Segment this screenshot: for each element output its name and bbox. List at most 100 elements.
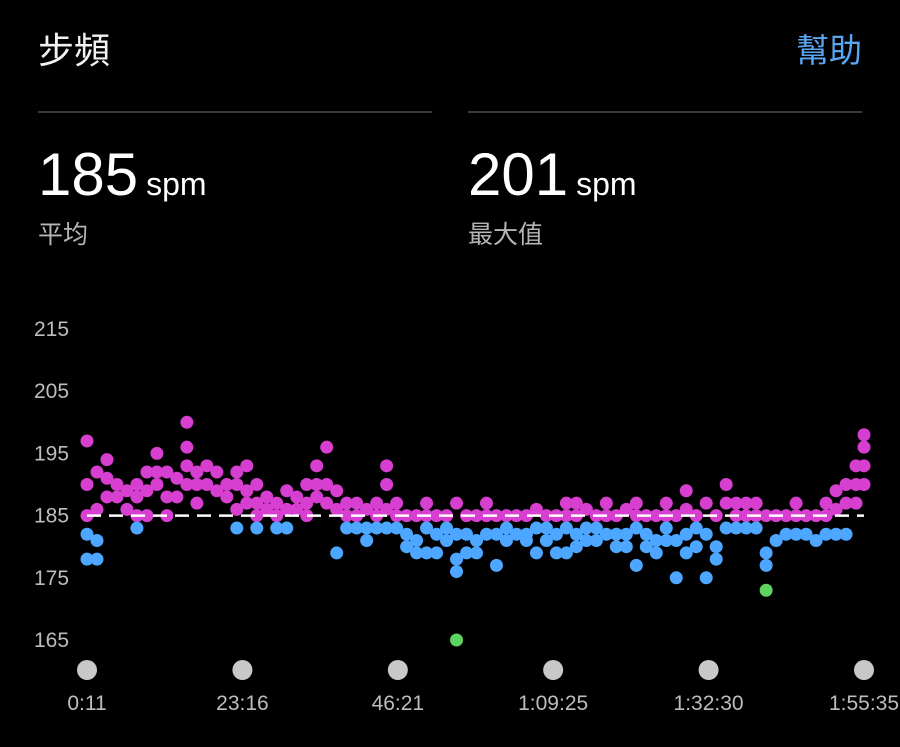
data-point bbox=[300, 496, 314, 510]
data-point bbox=[829, 502, 843, 516]
x-tick-marker bbox=[77, 660, 97, 680]
data-point bbox=[430, 527, 444, 541]
x-tick-marker bbox=[387, 660, 408, 680]
x-tick-marker bbox=[232, 660, 253, 680]
data-point bbox=[679, 502, 693, 516]
data-point bbox=[629, 558, 643, 572]
data-point bbox=[440, 533, 454, 547]
y-tick-label: 165 bbox=[34, 629, 69, 652]
data-point bbox=[529, 502, 543, 516]
data-point bbox=[809, 533, 823, 547]
data-point bbox=[250, 521, 264, 535]
data-point bbox=[559, 496, 573, 510]
data-point bbox=[799, 527, 813, 541]
data-point bbox=[350, 521, 364, 535]
data-point bbox=[290, 490, 304, 504]
data-point bbox=[599, 527, 613, 541]
average-unit: spm bbox=[146, 166, 207, 202]
data-point bbox=[499, 521, 513, 535]
data-point bbox=[420, 546, 434, 560]
data-point bbox=[340, 496, 354, 510]
help-link[interactable]: 幫助 bbox=[796, 31, 862, 70]
data-point bbox=[470, 546, 484, 560]
x-tick-marker bbox=[854, 660, 874, 680]
data-point bbox=[509, 527, 523, 541]
data-point bbox=[549, 546, 563, 560]
data-point bbox=[320, 478, 334, 491]
data-point bbox=[499, 533, 513, 547]
y-tick-label: 175 bbox=[34, 567, 69, 590]
data-point bbox=[270, 496, 284, 510]
data-point bbox=[360, 521, 374, 535]
data-point bbox=[210, 484, 224, 498]
data-point bbox=[220, 490, 234, 504]
data-point bbox=[130, 521, 144, 535]
data-point bbox=[300, 478, 314, 491]
data-point bbox=[340, 521, 354, 535]
data-point bbox=[679, 484, 693, 498]
data-point bbox=[679, 546, 693, 560]
data-point bbox=[789, 527, 803, 541]
data-point bbox=[140, 509, 154, 523]
data-point bbox=[779, 527, 793, 541]
data-point bbox=[210, 465, 224, 479]
data-point bbox=[539, 533, 553, 547]
data-point bbox=[529, 521, 543, 535]
data-point bbox=[729, 496, 743, 510]
data-point bbox=[250, 496, 264, 510]
data-point bbox=[659, 496, 673, 510]
average-stat: 185 spm 平均 bbox=[38, 140, 207, 251]
x-tick-label: 1:55:35 bbox=[829, 692, 899, 715]
data-point bbox=[310, 478, 324, 491]
data-point bbox=[310, 490, 324, 504]
data-point bbox=[829, 484, 843, 498]
data-point bbox=[190, 478, 204, 491]
data-point bbox=[629, 509, 643, 523]
data-point bbox=[719, 496, 733, 510]
x-tick-label: 1:32:30 bbox=[674, 692, 744, 715]
data-point bbox=[549, 527, 563, 541]
data-point bbox=[569, 496, 583, 510]
average-value: 185 bbox=[38, 141, 139, 208]
data-point bbox=[829, 527, 843, 541]
data-point bbox=[749, 521, 763, 535]
page-title: 步頻 bbox=[38, 31, 111, 72]
data-point bbox=[330, 546, 344, 560]
data-point bbox=[240, 484, 254, 498]
data-point bbox=[220, 478, 234, 491]
max-label: 最大值 bbox=[468, 220, 544, 249]
data-point bbox=[240, 459, 254, 473]
data-point bbox=[819, 496, 833, 510]
data-point bbox=[460, 546, 474, 560]
data-point bbox=[410, 546, 424, 560]
data-point bbox=[709, 552, 723, 566]
data-point bbox=[110, 478, 124, 491]
divider bbox=[468, 111, 862, 113]
data-point bbox=[749, 496, 763, 510]
data-point bbox=[479, 496, 493, 510]
data-point bbox=[559, 509, 573, 523]
data-point bbox=[470, 509, 484, 523]
data-point bbox=[559, 521, 573, 535]
data-point bbox=[470, 533, 484, 547]
data-point bbox=[320, 440, 334, 454]
data-point bbox=[699, 571, 713, 585]
data-point bbox=[370, 496, 384, 510]
data-point bbox=[769, 533, 783, 547]
x-tick-label: 23:16 bbox=[216, 692, 269, 715]
data-point bbox=[759, 546, 773, 560]
data-point bbox=[260, 502, 274, 516]
data-point bbox=[579, 533, 593, 547]
data-point bbox=[430, 546, 444, 560]
data-point bbox=[450, 527, 464, 541]
data-point bbox=[290, 502, 304, 516]
max-value: 201 bbox=[468, 141, 569, 208]
data-point bbox=[190, 496, 204, 510]
data-point bbox=[200, 478, 214, 491]
divider bbox=[38, 111, 432, 113]
data-point bbox=[190, 465, 204, 479]
data-point bbox=[539, 521, 553, 535]
data-point bbox=[360, 533, 374, 547]
data-point bbox=[609, 540, 623, 554]
data-point bbox=[150, 478, 164, 491]
